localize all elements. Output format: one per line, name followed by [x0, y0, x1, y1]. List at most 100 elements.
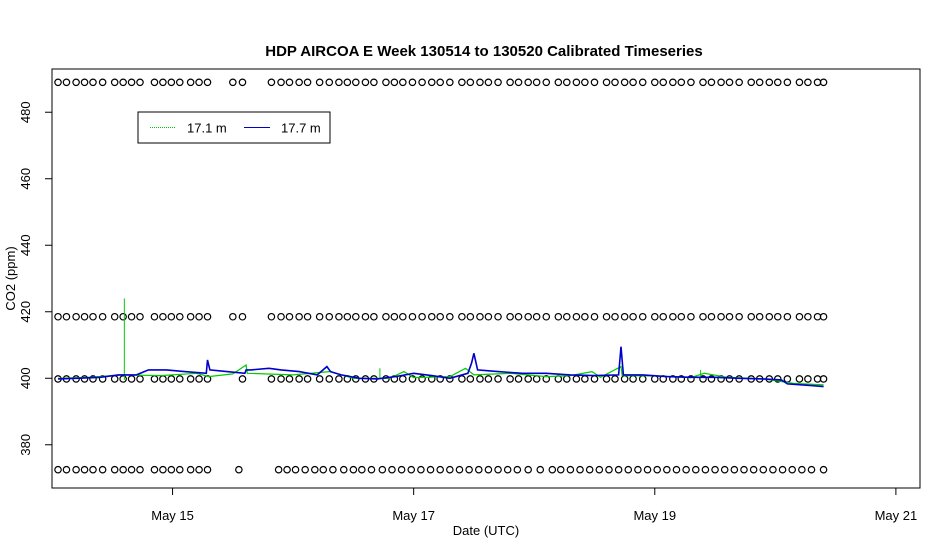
calibration-point — [466, 375, 475, 383]
calibration-point — [554, 78, 563, 87]
calibration-point — [283, 465, 291, 474]
calibration-point — [195, 312, 203, 321]
calibration-point — [765, 78, 774, 87]
calibration-point — [119, 78, 127, 87]
calibration-point — [458, 312, 466, 321]
calibration-point — [436, 375, 444, 383]
calibration-point — [484, 375, 493, 383]
calibration-point — [349, 465, 358, 474]
calibration-point — [325, 312, 334, 321]
calibration-point — [506, 78, 514, 87]
calibration-point — [167, 465, 176, 474]
calibration-point — [446, 312, 454, 321]
calibration-point — [238, 78, 247, 87]
calibration-point — [669, 312, 677, 321]
calibration-point — [119, 465, 127, 474]
calibration-point — [325, 375, 334, 383]
calibration-point — [725, 375, 734, 383]
y-tick-label: 420 — [18, 301, 33, 323]
calibration-point — [624, 465, 633, 474]
calibration-point — [532, 78, 541, 87]
calibration-point — [370, 312, 378, 321]
calibration-point — [267, 312, 276, 321]
calibration-point — [408, 312, 417, 321]
calibration-point — [536, 465, 545, 474]
calibration-point — [408, 78, 417, 87]
calibration-point — [136, 465, 144, 474]
calibration-point — [127, 78, 136, 87]
calibration-point — [361, 78, 370, 87]
calibration-point — [89, 375, 97, 383]
calibration-point — [285, 375, 294, 383]
calibration-point — [804, 312, 812, 321]
calibration-point — [605, 465, 613, 474]
calibration-point — [687, 312, 695, 321]
calibration-point — [484, 465, 493, 474]
legend-label-17-7m: 17.7 m — [281, 121, 321, 136]
calibration-point — [458, 78, 466, 87]
calibration-point — [150, 312, 159, 321]
calibration-point — [572, 78, 581, 87]
calibration-point — [783, 78, 792, 87]
calibration-point — [548, 465, 557, 474]
chart-title: HDP AIRCOA E Week 130514 to 130520 Calib… — [265, 43, 702, 60]
calibration-point — [72, 78, 80, 87]
calibration-point — [186, 375, 195, 383]
calibration-point — [804, 375, 812, 383]
calibration-point — [725, 312, 734, 321]
calibration-point — [119, 312, 127, 321]
calibration-point — [562, 312, 571, 321]
calibration-point — [562, 78, 571, 87]
calibration-point — [629, 78, 637, 87]
calibration-point — [634, 465, 642, 474]
calibration-point — [267, 78, 276, 87]
calibration-point — [581, 78, 589, 87]
y-tick-label: 460 — [18, 168, 33, 190]
calibration-point — [98, 312, 107, 321]
calibration-point — [285, 78, 294, 87]
calibration-point — [175, 375, 184, 383]
calibration-point — [335, 78, 343, 87]
calibration-point — [783, 375, 792, 383]
x-tick-label: May 21 — [875, 508, 918, 523]
calibration-point — [554, 312, 563, 321]
calibration-point — [590, 375, 599, 383]
calibration-point — [699, 78, 707, 87]
calibration-point — [89, 78, 97, 87]
calibration-point — [653, 465, 661, 474]
calibration-point — [602, 375, 611, 383]
calibration-point — [650, 312, 659, 321]
calibration-point — [484, 312, 493, 321]
calibration-point — [759, 465, 768, 474]
calibration-point — [798, 465, 806, 474]
calibration-point — [735, 78, 743, 87]
calibration-point — [315, 312, 324, 321]
calibration-point — [572, 312, 581, 321]
calibration-point — [476, 78, 484, 87]
calibration-point — [566, 465, 575, 474]
calibration-point — [186, 312, 195, 321]
calibration-point — [602, 312, 611, 321]
calibration-point — [203, 312, 212, 321]
calibration-point — [707, 78, 716, 87]
calibration-point — [506, 375, 514, 383]
calibration-point — [524, 78, 532, 87]
calibration-point — [325, 78, 334, 87]
calibration-point — [186, 78, 195, 87]
calibration-point — [663, 465, 671, 474]
calibration-point — [581, 375, 589, 383]
calibration-point — [659, 78, 668, 87]
calibration-point — [562, 375, 571, 383]
calibration-point — [390, 312, 399, 321]
calibration-point — [203, 78, 212, 87]
calibration-point — [476, 312, 484, 321]
calibration-point — [235, 465, 243, 474]
calibration-point — [229, 78, 237, 87]
calibration-point — [72, 465, 80, 474]
calibration-point — [595, 465, 604, 474]
calibration-point — [542, 375, 551, 383]
calibration-point — [378, 465, 387, 474]
calibration-point — [819, 375, 828, 383]
calibration-point — [136, 78, 144, 87]
calibration-point — [382, 78, 390, 87]
